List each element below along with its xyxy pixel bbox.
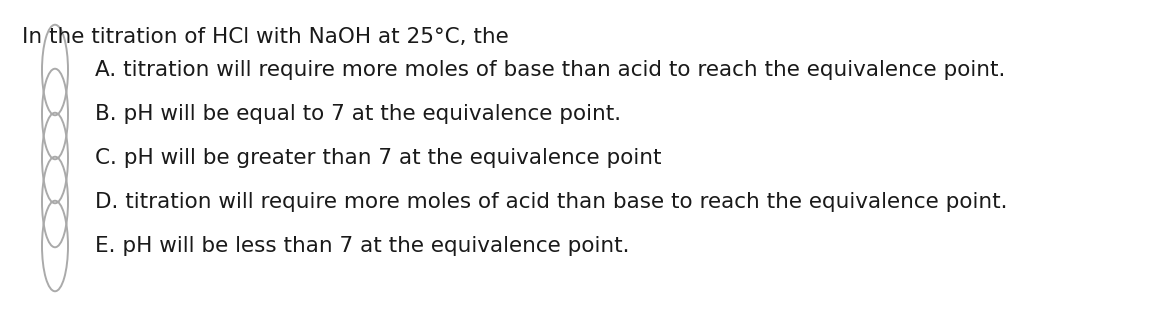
- Text: B. pH will be equal to 7 at the equivalence point.: B. pH will be equal to 7 at the equivale…: [95, 104, 621, 124]
- Text: In the titration of HCl with NaOH at 25°C, the: In the titration of HCl with NaOH at 25°…: [22, 27, 509, 47]
- Text: A. titration will require more moles of base than acid to reach the equivalence : A. titration will require more moles of …: [95, 60, 1006, 80]
- Text: E. pH will be less than 7 at the equivalence point.: E. pH will be less than 7 at the equival…: [95, 236, 630, 256]
- Text: C. pH will be greater than 7 at the equivalence point: C. pH will be greater than 7 at the equi…: [95, 148, 661, 168]
- Text: D. titration will require more moles of acid than base to reach the equivalence : D. titration will require more moles of …: [95, 192, 1008, 212]
